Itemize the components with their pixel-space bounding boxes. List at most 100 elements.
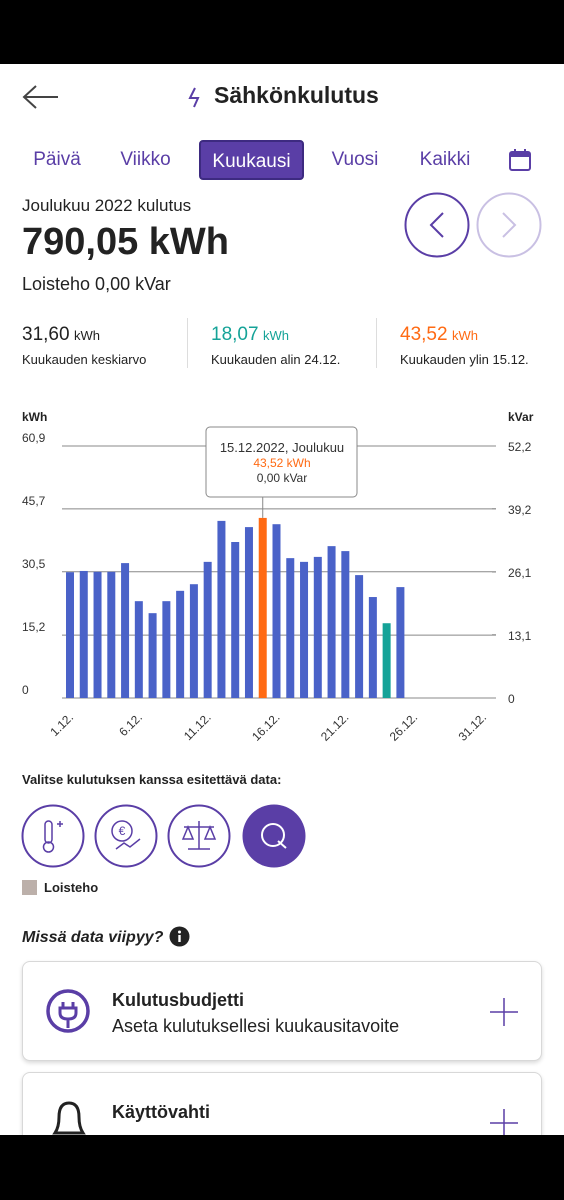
- total: 790,05 kWh: [22, 221, 229, 263]
- y2-tick-label: 52,2: [508, 440, 532, 454]
- y-axis-label: kWh: [22, 410, 47, 424]
- x-tick-label: 16.12.: [249, 710, 282, 743]
- y2-tick-label: 39,2: [508, 503, 532, 517]
- data-select-title: Valitse kulutuksen kanssa esitettävä dat…: [22, 772, 282, 787]
- bar: [272, 524, 281, 698]
- stat: 43,52 kWh: [400, 324, 478, 346]
- tab[interactable]: Viikko: [120, 149, 171, 170]
- bar: [396, 587, 405, 698]
- bar: [66, 572, 74, 698]
- stat-value: 43,52: [400, 324, 448, 345]
- stat: 18,07 kWh: [211, 324, 289, 346]
- reactive-option[interactable]: [242, 804, 306, 868]
- bar: [382, 623, 391, 698]
- y-tick-label: 45,7: [22, 494, 46, 508]
- y-tick-label: 0: [22, 683, 29, 697]
- next-button[interactable]: [476, 192, 542, 258]
- bar: [258, 517, 267, 698]
- info-icon[interactable]: [169, 926, 190, 947]
- bar: [203, 561, 212, 698]
- legend-swatch: [22, 880, 37, 895]
- bar: [327, 546, 336, 698]
- chart: kWh kVar 0 15,2 30,5 45,7 60,9 0 13,1 26,1 39,2 52,…: [22, 410, 534, 744]
- tab[interactable]: Vuosi: [331, 149, 379, 170]
- y2-tick-label: 26,1: [508, 566, 532, 580]
- bar: [313, 556, 322, 698]
- tooltip-reactive: 0,00 kVar: [257, 471, 307, 485]
- bar: [93, 571, 102, 698]
- prev-button[interactable]: [404, 192, 470, 258]
- missing-title: Missä data viipyy?: [22, 929, 164, 946]
- divider: [376, 318, 377, 368]
- tooltip-value: 43,52 kWh: [253, 456, 310, 470]
- stat-unit: kWh: [452, 328, 478, 343]
- bar: [300, 561, 309, 698]
- nav-bar: [0, 1135, 564, 1200]
- bar: [134, 601, 143, 698]
- y2-tick-label: 0: [508, 692, 515, 706]
- legend-label: Loisteho: [44, 880, 99, 895]
- stat: 31,60 kWh: [22, 324, 100, 346]
- y-tick-label: 15,2: [22, 620, 46, 634]
- stat-label: Kuukauden ylin 15.12.: [400, 352, 529, 367]
- status-bar: [0, 0, 564, 64]
- tab[interactable]: Päivä: [33, 149, 81, 170]
- tooltip-date: 15.12.2022, Joulukuu: [220, 440, 344, 455]
- bar: [79, 570, 88, 698]
- y-tick-label: 60,9: [22, 431, 46, 445]
- tooltip-box: [205, 426, 358, 498]
- period-nav: [404, 192, 542, 258]
- bar: [368, 597, 377, 698]
- page-title: Sähkönkulutus: [214, 82, 379, 108]
- bar: [121, 563, 130, 698]
- tab-selected[interactable]: Kuukausi: [199, 140, 304, 180]
- bar: [231, 542, 240, 698]
- add-button[interactable]: [490, 998, 518, 1026]
- y-tick-label: 30,5: [22, 557, 46, 571]
- y2-tick-label: 13,1: [508, 629, 532, 643]
- bar: [189, 584, 198, 698]
- stat-label: Kuukauden keskiarvo: [22, 352, 147, 367]
- calendar-button[interactable]: [509, 148, 531, 172]
- plug-icon: [46, 989, 90, 1033]
- card-title: Käyttövahti: [112, 1102, 211, 1122]
- stat-label: Kuukauden alin 24.12.: [211, 352, 341, 367]
- budget-card[interactable]: Kulutusbudjetti Aseta kulutuksellesi kuu…: [22, 961, 542, 1061]
- bar: [176, 590, 185, 698]
- compare-option[interactable]: [167, 804, 231, 868]
- stat-unit: kWh: [74, 328, 100, 343]
- bell-icon: [52, 1101, 86, 1135]
- power-icon: [188, 87, 200, 108]
- stat-value: 18,07: [211, 324, 259, 345]
- bar: [355, 575, 364, 698]
- price-option[interactable]: €: [94, 804, 158, 868]
- x-tick-label: 31.12.: [456, 710, 489, 743]
- tab[interactable]: Kaikki: [419, 149, 471, 170]
- bar: [162, 601, 171, 698]
- x-tick-label: 1.12.: [47, 710, 76, 739]
- divider: [187, 318, 188, 368]
- x-tick-label: 11.12.: [181, 710, 214, 743]
- svg-text:€: €: [119, 824, 126, 838]
- back-button[interactable]: [22, 84, 62, 110]
- data-options: €: [21, 804, 306, 868]
- bar: [217, 520, 226, 698]
- x-tick-label: 6.12.: [116, 710, 145, 739]
- y2-axis-label: kVar: [508, 410, 534, 424]
- bar: [148, 613, 157, 698]
- bar: [244, 527, 253, 698]
- bar: [341, 551, 350, 698]
- x-tick-label: 26.12.: [387, 710, 420, 743]
- period-label: Joulukuu 2022 kulutus: [22, 196, 192, 215]
- bar: [286, 558, 295, 698]
- card-title: Kulutusbudjetti: [112, 990, 244, 1010]
- add-button[interactable]: [490, 1109, 518, 1137]
- stat-value: 31,60: [22, 324, 70, 345]
- stat-unit: kWh: [263, 328, 289, 343]
- temperature-option[interactable]: [21, 804, 85, 868]
- bar: [107, 571, 116, 698]
- x-tick-label: 21.12.: [318, 710, 351, 743]
- card-subtitle: Aseta kulutuksellesi kuukausitavoite: [112, 1016, 400, 1036]
